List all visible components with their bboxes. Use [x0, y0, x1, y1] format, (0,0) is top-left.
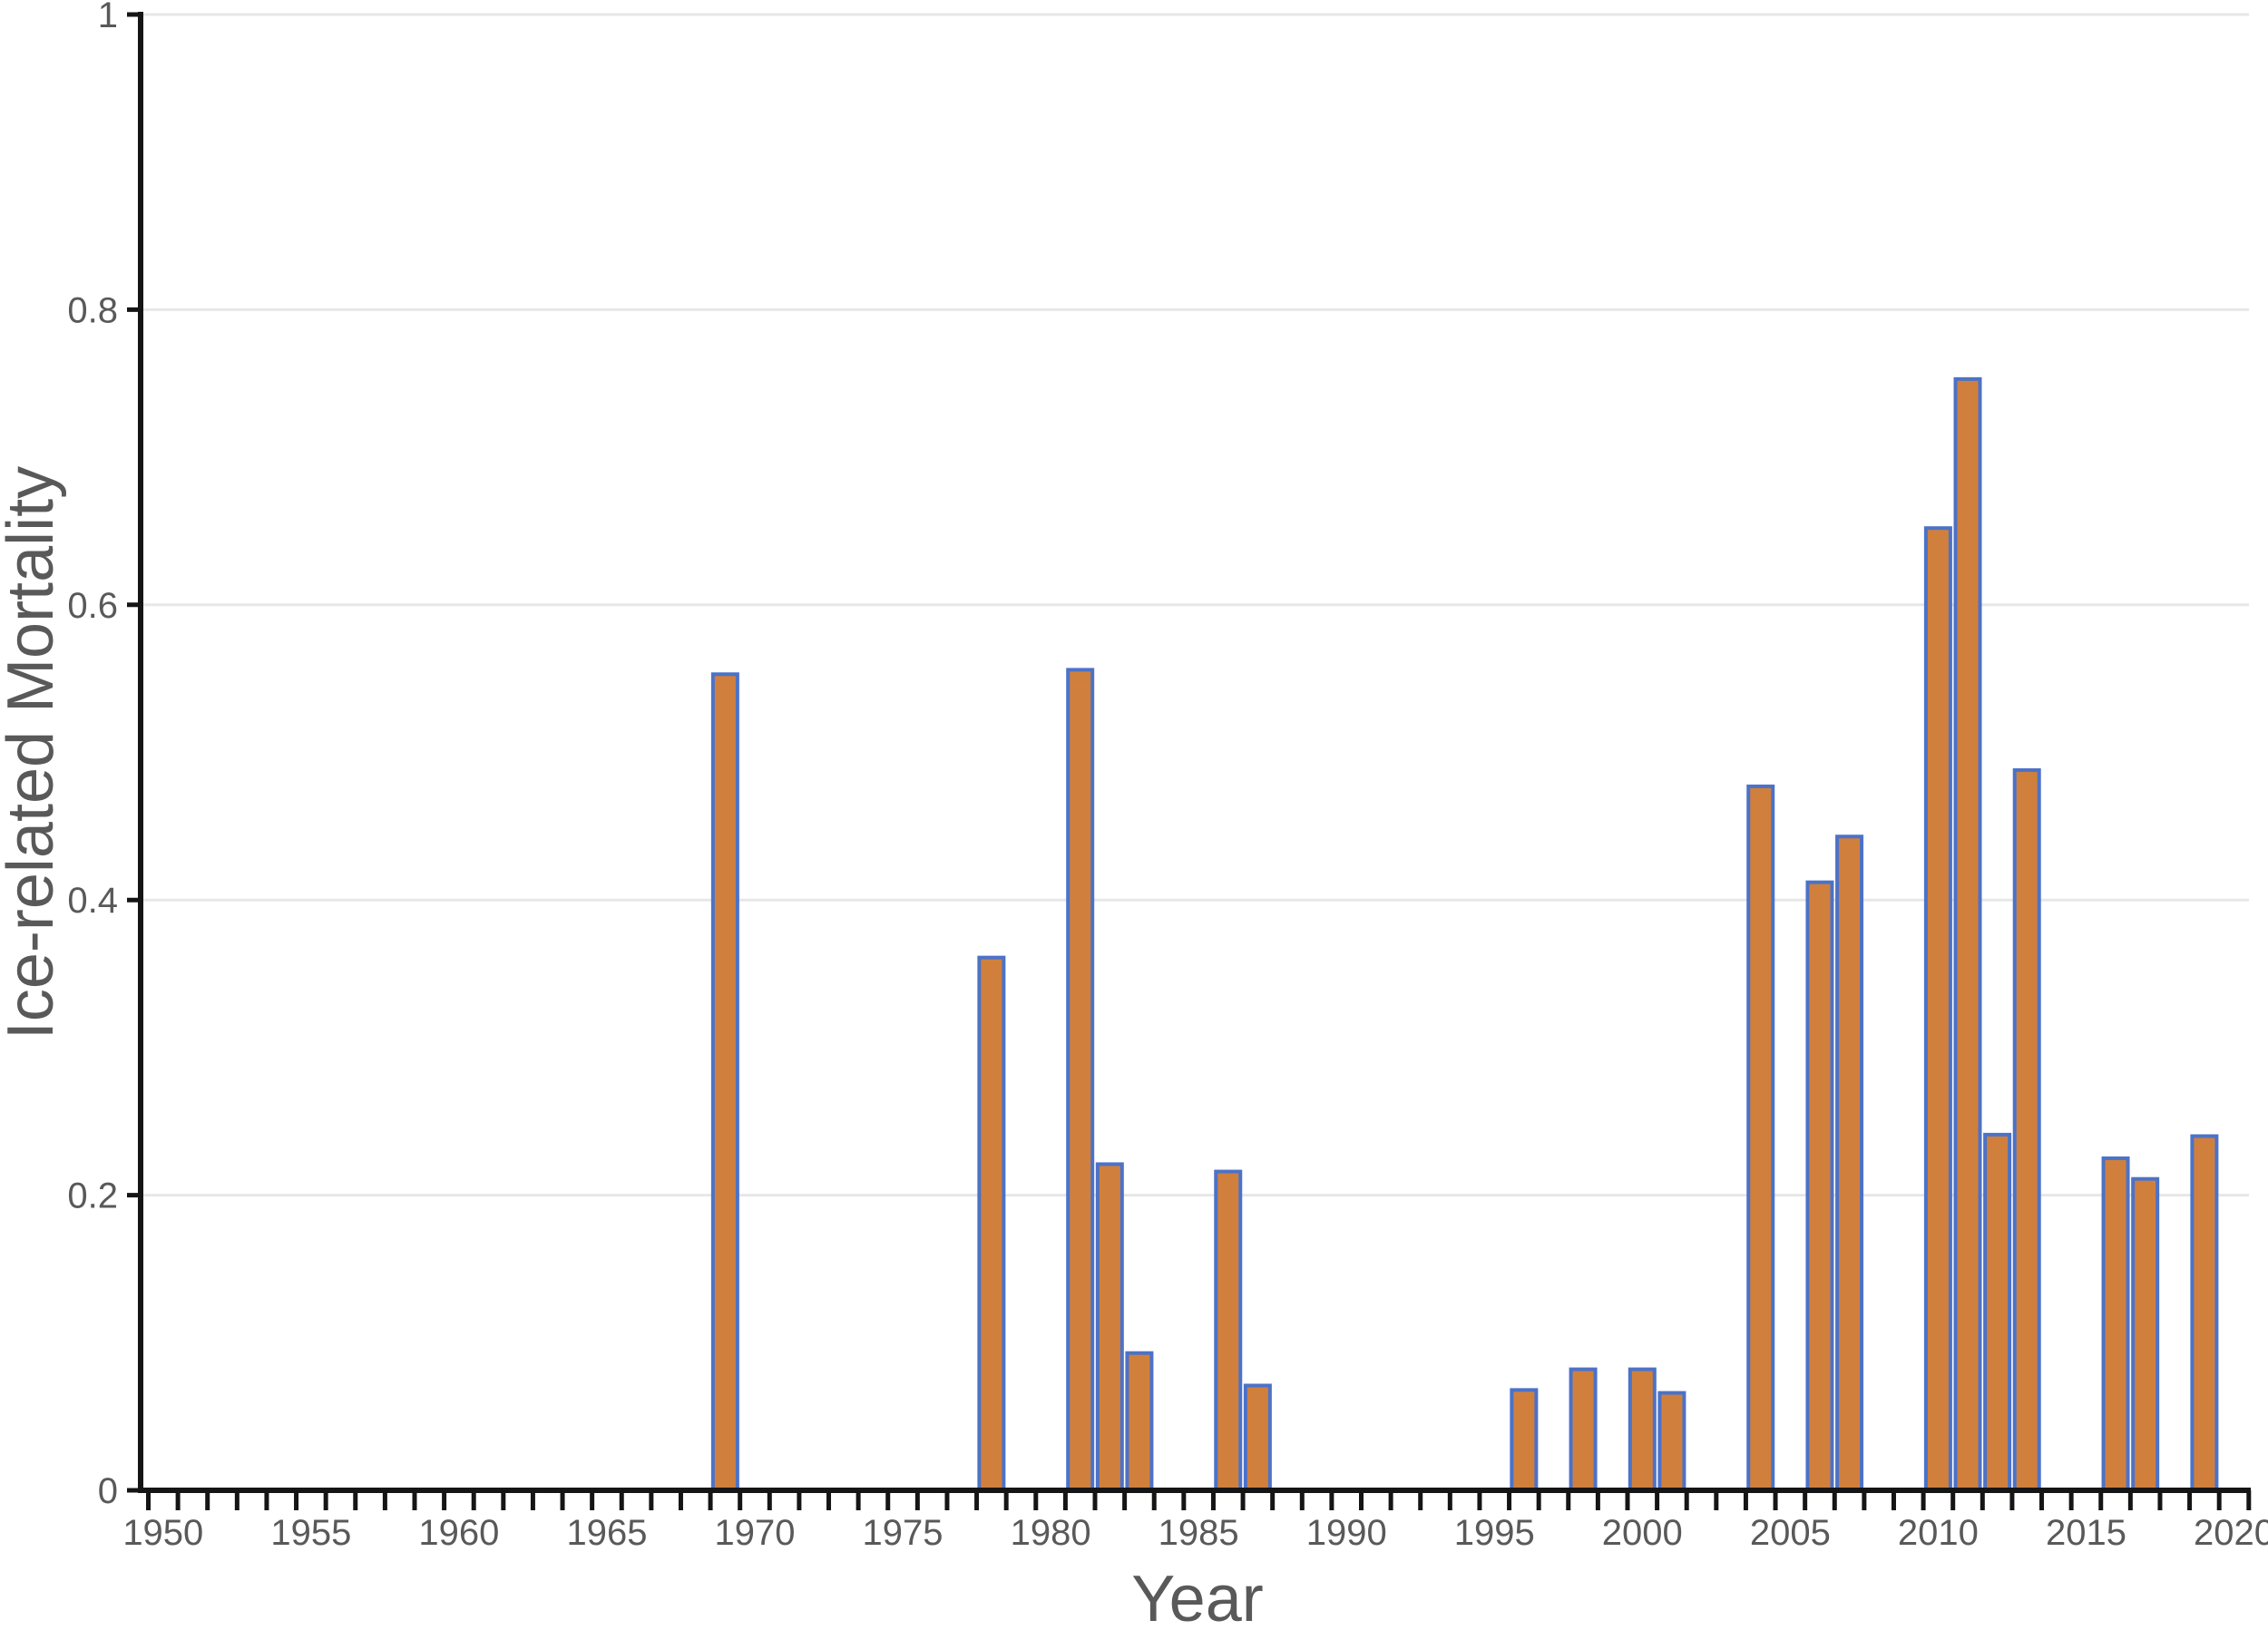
y-tick-label-0.2: 0.2	[67, 1176, 118, 1216]
bar-2007	[1835, 835, 1864, 1492]
x-tick-label-1995: 1995	[1454, 1513, 1535, 1553]
y-tick-label-1: 1	[98, 0, 118, 35]
y-axis-title: Ice-related Mortality	[0, 466, 67, 1039]
x-tick-label-1970: 1970	[715, 1513, 796, 1553]
y-tick-label-0.6: 0.6	[67, 586, 118, 626]
bar-2016	[2101, 1156, 2130, 1493]
y-tick-label-0.4: 0.4	[67, 881, 118, 921]
x-tick-label-1980: 1980	[1011, 1513, 1091, 1553]
bar-2012	[1983, 1132, 2012, 1492]
bar-2010	[1923, 526, 1952, 1492]
x-tick-label-2005: 2005	[1750, 1513, 1831, 1553]
x-tick-label-2000: 2000	[1602, 1513, 1683, 1553]
y-tick-label-0.8: 0.8	[67, 290, 118, 330]
bar-1982	[1095, 1162, 1124, 1492]
bar-1969	[710, 672, 739, 1492]
bar-2017	[2131, 1176, 2160, 1492]
x-tick-label-1965: 1965	[566, 1513, 647, 1553]
x-axis-title: Year	[1131, 1563, 1263, 1630]
axis-lines	[138, 12, 2251, 1493]
bar-1996	[1510, 1388, 1539, 1493]
x-tick-label-1985: 1985	[1158, 1513, 1239, 1553]
bar-1986	[1214, 1169, 1243, 1492]
x-tick-label-1950: 1950	[122, 1513, 203, 1553]
bar-2013	[2012, 768, 2041, 1492]
bar-1998	[1569, 1367, 1598, 1493]
bar-2006	[1805, 880, 1834, 1492]
y-tick-label-0: 0	[98, 1471, 118, 1511]
x-tick-label-2010: 2010	[1898, 1513, 1979, 1553]
x-axis-ticks	[146, 1490, 2252, 1510]
x-tick-label-2015: 2015	[2046, 1513, 2126, 1553]
gridlines	[143, 13, 2249, 1197]
bar-2001	[1657, 1391, 1686, 1493]
x-tick-label-1990: 1990	[1306, 1513, 1387, 1553]
bar-1983	[1125, 1351, 1154, 1492]
bar-2019	[2190, 1134, 2219, 1493]
x-tick-label-1960: 1960	[418, 1513, 499, 1553]
bar-2011	[1953, 376, 1982, 1492]
bar-2004	[1746, 784, 1775, 1492]
bar-2000	[1628, 1367, 1657, 1493]
y-axis-tick-labels: 0 0.2 0.4 0.6 0.8 1	[67, 0, 118, 1511]
x-tick-label-1955: 1955	[270, 1513, 351, 1553]
x-tick-label-2020: 2020	[2194, 1513, 2268, 1553]
x-tick-label-1975: 1975	[863, 1513, 943, 1553]
bar-1978	[977, 955, 1006, 1492]
x-axis-tick-labels: 1950 1955 1960 1965 1970 1975 1980 1985 1990 1995…	[122, 1513, 2268, 1553]
bars	[710, 376, 2219, 1493]
y-axis-ticks	[127, 12, 143, 1493]
bar-1987	[1243, 1383, 1272, 1493]
bar-1981	[1066, 668, 1095, 1492]
